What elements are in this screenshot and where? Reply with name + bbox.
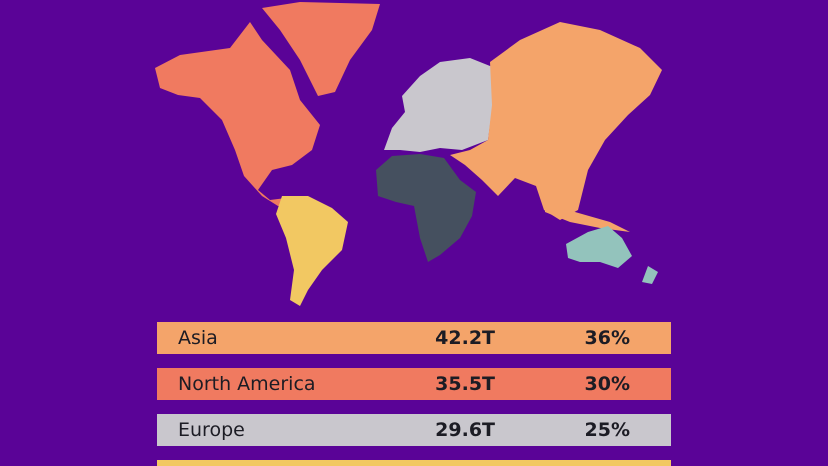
amount: 35.5T [435, 373, 495, 395]
amount: 42.2T [435, 327, 495, 349]
share: 25% [584, 419, 630, 441]
australia [566, 226, 632, 268]
table-row: North America 35.5T 30% [157, 368, 671, 400]
world-map [155, 2, 662, 306]
share: 36% [584, 327, 630, 349]
asia [450, 22, 662, 220]
table-row: Europe 29.6T 25% [157, 414, 671, 446]
table-row: Asia 42.2T 36% [157, 322, 671, 354]
region-name: North America [178, 373, 316, 395]
south-america [276, 196, 348, 306]
share: 30% [584, 373, 630, 395]
greenland [262, 2, 380, 96]
amount: 29.6T [435, 419, 495, 441]
indonesia [545, 205, 630, 232]
north-america [155, 22, 320, 206]
europe [384, 58, 495, 152]
region-name: Europe [178, 419, 245, 441]
row-partial [157, 460, 671, 466]
new-zealand [642, 266, 658, 284]
region-name: Asia [178, 327, 218, 349]
africa [376, 154, 476, 262]
